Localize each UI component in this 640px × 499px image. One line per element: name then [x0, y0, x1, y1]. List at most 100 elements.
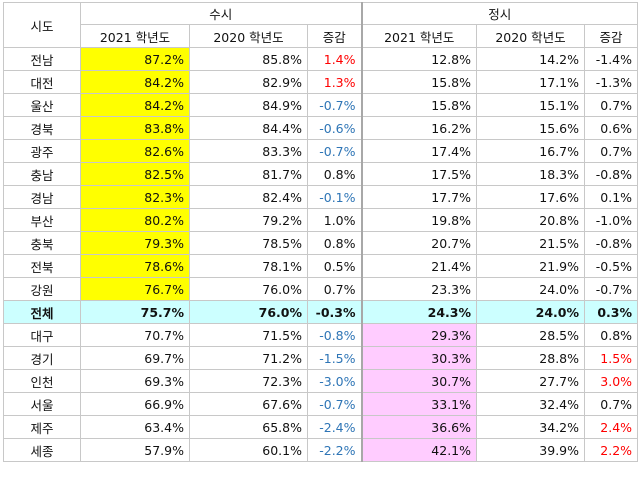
jeongsi-2021-cell: 30.7%	[360, 369, 478, 393]
jeongsi-2021-cell: 23.3%	[360, 277, 478, 301]
susi-2021-cell: 70.7%	[80, 323, 190, 347]
region-cell: 경북	[3, 116, 81, 140]
region-cell: 제주	[3, 415, 81, 439]
susi-2020-cell: 84.4%	[189, 116, 308, 140]
table-row: 전남 87.2% 85.8% 1.4% 12.8% 14.2% -1.4%	[3, 47, 639, 71]
jeongsi-2021-cell: 16.2%	[360, 116, 478, 140]
admission-ratio-table: 시도 수시 정시 2021 학년도 2020 학년도 증감 2021 학년도 2…	[3, 2, 639, 462]
jeongsi-2021-cell: 20.7%	[360, 231, 478, 255]
jeongsi-2021-cell: 19.8%	[360, 208, 478, 232]
susi-2020-cell: 78.5%	[189, 231, 308, 255]
table-header: 시도 수시 정시 2021 학년도 2020 학년도 증감 2021 학년도 2…	[3, 2, 639, 48]
region-cell: 전남	[3, 47, 81, 71]
table-body: 전남 87.2% 85.8% 1.4% 12.8% 14.2% -1.4% 대전 84.2% 82…	[3, 47, 639, 462]
table-row: 광주 82.6% 83.3% -0.7% 17.4% 16.7% 0.7%	[3, 139, 639, 163]
table-row: 충남 82.5% 81.7% 0.8% 17.5% 18.3% -0.8%	[3, 162, 639, 186]
table-row: 대전 84.2% 82.9% 1.3% 15.8% 17.1% -1.3%	[3, 70, 639, 94]
jeongsi-change-cell: -0.8%	[584, 231, 639, 255]
region-cell: 세종	[3, 438, 81, 462]
jeongsi-2020-cell: 17.6%	[476, 185, 586, 209]
region-cell: 부산	[3, 208, 81, 232]
jeongsi-2021-cell: 17.7%	[360, 185, 478, 209]
table-row: 울산 84.2% 84.9% -0.7% 15.8% 15.1% 0.7%	[3, 93, 639, 117]
jeongsi-change-cell: 0.7%	[584, 93, 639, 117]
region-cell: 충북	[3, 231, 81, 255]
jeongsi-change-header: 증감	[584, 24, 639, 48]
susi-2021-cell: 63.4%	[80, 415, 190, 439]
jeongsi-2021-cell: 30.3%	[360, 346, 478, 370]
susi-change-cell: -0.8%	[306, 323, 363, 347]
table-row: 충북 79.3% 78.5% 0.8% 20.7% 21.5% -0.8%	[3, 231, 639, 255]
jeongsi-2021-cell: 15.8%	[360, 70, 478, 94]
region-cell: 충남	[3, 162, 81, 186]
susi-2021-cell: 82.6%	[80, 139, 190, 163]
jeongsi-2021-cell: 12.8%	[360, 47, 478, 71]
region-cell: 광주	[3, 139, 81, 163]
susi-2020-cell: 82.9%	[189, 70, 308, 94]
jeongsi-change-cell: 3.0%	[584, 369, 639, 393]
susi-2021-cell: 75.7%	[80, 300, 190, 324]
jeongsi-2020-cell: 21.9%	[476, 254, 586, 278]
jeongsi-change-cell: 0.6%	[584, 116, 639, 140]
susi-change-cell: -3.0%	[306, 369, 363, 393]
header-row-groups: 시도 수시 정시	[3, 2, 639, 48]
jeongsi-2020-cell: 24.0%	[476, 277, 586, 301]
susi-2021-cell: 80.2%	[80, 208, 190, 232]
jeongsi-change-cell: -1.0%	[584, 208, 639, 232]
susi-change-cell: 0.8%	[306, 231, 363, 255]
region-cell: 울산	[3, 93, 81, 117]
susi-2020-cell: 60.1%	[189, 438, 308, 462]
jeongsi-change-cell: -0.5%	[584, 254, 639, 278]
susi-change-cell: -0.7%	[306, 139, 363, 163]
jeongsi-change-cell: -1.4%	[584, 47, 639, 71]
jeongsi-2020-cell: 15.1%	[476, 93, 586, 117]
susi-2020-cell: 72.3%	[189, 369, 308, 393]
region-cell: 전북	[3, 254, 81, 278]
region-cell: 강원	[3, 277, 81, 301]
susi-2021-cell: 84.2%	[80, 70, 190, 94]
table-row: 대구 70.7% 71.5% -0.8% 29.3% 28.5% 0.8%	[3, 323, 639, 347]
jeongsi-2021-header: 2021 학년도	[360, 24, 478, 48]
jeongsi-2020-cell: 17.1%	[476, 70, 586, 94]
jeongsi-change-cell: 0.1%	[584, 185, 639, 209]
susi-change-cell: 0.5%	[306, 254, 363, 278]
jeongsi-change-cell: 2.4%	[584, 415, 639, 439]
susi-change-cell: 1.3%	[306, 70, 363, 94]
susi-2020-cell: 71.2%	[189, 346, 308, 370]
jeongsi-group-header: 정시	[360, 2, 639, 25]
jeongsi-2021-cell: 36.6%	[360, 415, 478, 439]
jeongsi-2020-cell: 28.5%	[476, 323, 586, 347]
jeongsi-2020-cell: 34.2%	[476, 415, 586, 439]
susi-2020-cell: 82.4%	[189, 185, 308, 209]
table-row: 부산 80.2% 79.2% 1.0% 19.8% 20.8% -1.0%	[3, 208, 639, 232]
table-row-total: 전체 75.7% 76.0% -0.3% 24.3% 24.0% 0.3%	[3, 300, 639, 324]
susi-2021-cell: 57.9%	[80, 438, 190, 462]
jeongsi-2021-cell: 17.4%	[360, 139, 478, 163]
susi-2021-cell: 78.6%	[80, 254, 190, 278]
susi-change-cell: -1.5%	[306, 346, 363, 370]
susi-change-cell: 1.4%	[306, 47, 363, 71]
region-cell: 서울	[3, 392, 81, 416]
susi-2021-cell: 82.5%	[80, 162, 190, 186]
susi-2020-cell: 81.7%	[189, 162, 308, 186]
jeongsi-2021-cell: 33.1%	[360, 392, 478, 416]
susi-2020-cell: 67.6%	[189, 392, 308, 416]
susi-change-cell: -0.3%	[306, 300, 363, 324]
susi-2020-cell: 85.8%	[189, 47, 308, 71]
table-row: 강원 76.7% 76.0% 0.7% 23.3% 24.0% -0.7%	[3, 277, 639, 301]
susi-change-cell: -0.6%	[306, 116, 363, 140]
jeongsi-2020-cell: 32.4%	[476, 392, 586, 416]
jeongsi-2020-cell: 16.7%	[476, 139, 586, 163]
jeongsi-change-cell: 0.7%	[584, 392, 639, 416]
jeongsi-2020-cell: 15.6%	[476, 116, 586, 140]
region-cell: 대전	[3, 70, 81, 94]
jeongsi-2020-cell: 14.2%	[476, 47, 586, 71]
table-row: 경북 83.8% 84.4% -0.6% 16.2% 15.6% 0.6%	[3, 116, 639, 140]
susi-change-cell: 1.0%	[306, 208, 363, 232]
jeongsi-change-cell: 2.2%	[584, 438, 639, 462]
jeongsi-2020-cell: 27.7%	[476, 369, 586, 393]
susi-2020-cell: 76.0%	[189, 277, 308, 301]
susi-2020-header: 2020 학년도	[189, 24, 308, 48]
jeongsi-2020-cell: 39.9%	[476, 438, 586, 462]
region-cell: 경기	[3, 346, 81, 370]
